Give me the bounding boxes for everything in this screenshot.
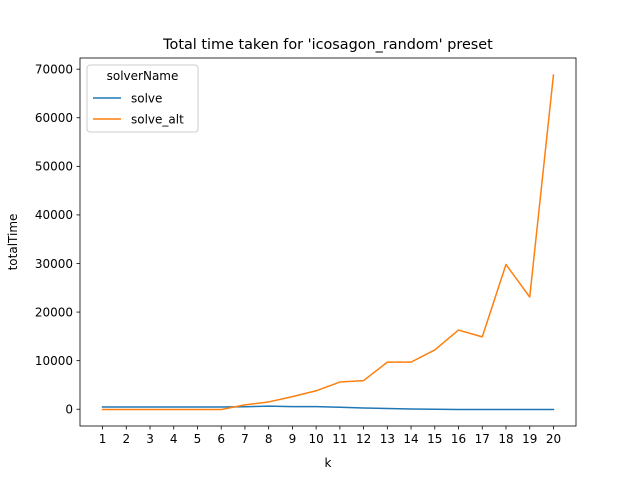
y-tick-label: 40000 (35, 208, 73, 222)
y-tick-label: 20000 (35, 305, 73, 319)
y-tick-label: 60000 (35, 111, 73, 125)
x-tick-label: 4 (170, 432, 178, 446)
x-tick-label: 7 (241, 432, 249, 446)
x-tick-label: 14 (403, 432, 418, 446)
x-tick-label: 15 (427, 432, 442, 446)
plot-area: 1 2 3 4 5 6 7 8 9 10 11 12 13 14 15 16 17 18 19 20010000200… (35, 57, 577, 446)
x-tick-label: 1 (99, 432, 107, 446)
y-tick-label: 10000 (35, 354, 73, 368)
legend-title: solverName (107, 69, 179, 83)
chart-title: Total time taken for 'icosagon_random' p… (162, 37, 493, 53)
x-tick-label: 3 (146, 432, 154, 446)
y-axis-label: totalTime (6, 214, 20, 271)
x-tick-label: 10 (308, 432, 323, 446)
x-tick-label: 2 (122, 432, 130, 446)
x-tick-label: 13 (380, 432, 395, 446)
x-tick-label: 9 (289, 432, 297, 446)
x-tick-label: 8 (265, 432, 273, 446)
y-tick-label: 0 (65, 403, 73, 417)
legend-entry-label: solve_alt (131, 112, 184, 126)
x-tick-label: 12 (356, 432, 371, 446)
y-tick-label: 30000 (35, 257, 73, 271)
x-tick-label: 20 (546, 432, 561, 446)
x-tick-label: 17 (475, 432, 490, 446)
y-tick-label: 70000 (35, 62, 73, 76)
series-line-solve-alt (101, 74, 555, 411)
legend-entry-label: solve (131, 91, 162, 105)
legend: solverName solve solve_alt (86, 64, 199, 133)
y-tick-label: 50000 (35, 160, 73, 174)
x-tick-label: 5 (194, 432, 202, 446)
x-tick-label: 19 (522, 432, 537, 446)
axes-frame (79, 57, 577, 427)
x-tick-label: 6 (217, 432, 225, 446)
legend-box (86, 64, 199, 133)
x-tick-label: 18 (498, 432, 513, 446)
x-tick-label: 11 (332, 432, 347, 446)
x-tick-label: 16 (451, 432, 466, 446)
series-line-solve (101, 405, 555, 411)
x-axis-label: k (325, 456, 332, 470)
